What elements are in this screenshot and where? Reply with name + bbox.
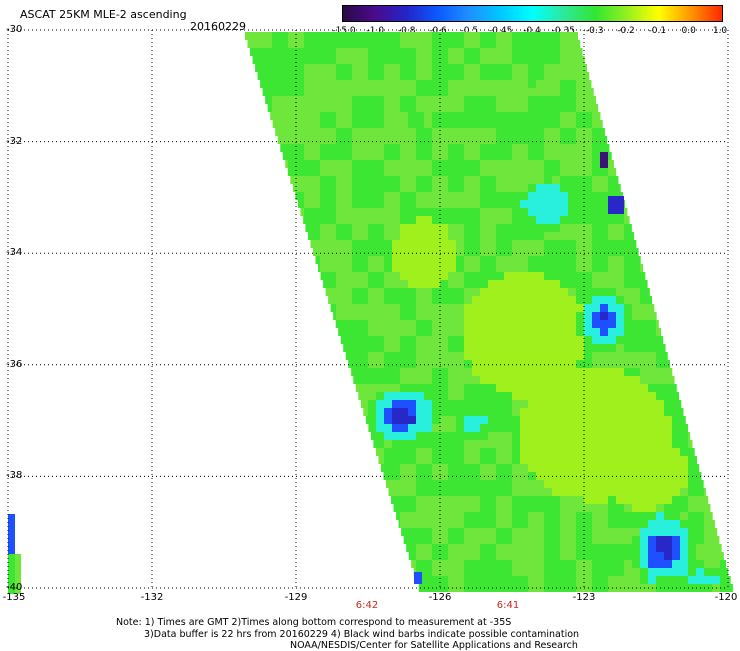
latitude-label: -30 xyxy=(6,24,22,35)
time-label: 6:41 xyxy=(497,600,519,611)
longitude-label: -120 xyxy=(715,592,738,603)
footer-note-2: 3)Data buffer is 22 hrs from 20160229 4)… xyxy=(144,629,579,640)
longitude-label: -126 xyxy=(429,592,452,603)
time-label: 6:42 xyxy=(356,600,378,611)
latitude-label: -32 xyxy=(6,136,22,147)
latitude-label: -34 xyxy=(6,247,22,258)
latitude-label: -36 xyxy=(6,359,22,370)
longitude-label: -129 xyxy=(285,592,308,603)
latitude-label: -38 xyxy=(6,470,22,481)
longitude-label: -123 xyxy=(573,592,596,603)
longitude-label: -132 xyxy=(141,592,164,603)
footer-credit: NOAA/NESDIS/Center for Satellite Applica… xyxy=(290,640,578,651)
footer-note-1: Note: 1) Times are GMT 2)Times along bot… xyxy=(116,617,511,628)
longitude-label: -135 xyxy=(3,592,26,603)
